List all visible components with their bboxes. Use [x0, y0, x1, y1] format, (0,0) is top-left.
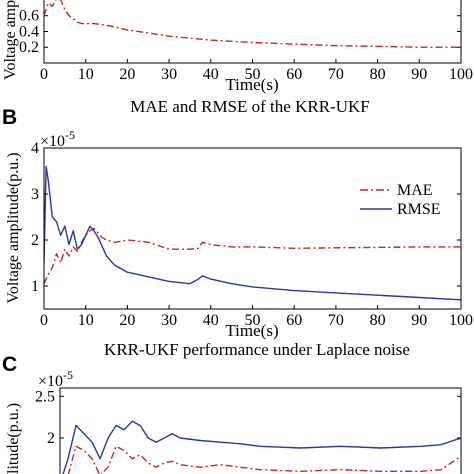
y-tick-label: 4 — [31, 140, 39, 157]
panel-c-letter: C — [2, 353, 17, 376]
panel-c-chart: KRR-UKF performance under Laplace noise … — [2, 340, 462, 474]
y-tick-label: 3 — [31, 186, 39, 203]
x-tick-label: 20 — [119, 312, 135, 329]
y-tick-label: 0.2 — [19, 39, 39, 56]
y-tick-label: 2 — [47, 430, 55, 447]
x-tick-label: 60 — [286, 66, 302, 83]
panel-b-x-tick-labels: 0 10 20 30 40 50 60 70 80 90 100 — [40, 312, 473, 329]
x-tick-label: 20 — [119, 66, 135, 83]
panel-b-letter: B — [2, 106, 17, 129]
x-tick-label: 30 — [161, 66, 177, 83]
panel-2-series-rmse-line — [62, 420, 461, 474]
panel-c-y-axis-label: litude(p.u.) — [5, 403, 22, 474]
panel-a-x-tick-labels: 0 10 20 30 40 50 60 70 80 90 100 — [40, 66, 473, 83]
x-tick-label: 0 — [40, 66, 48, 83]
y-tick-label: 0.4 — [19, 23, 39, 40]
panel-a-axes-box — [43, 0, 462, 64]
panel-b-y-exponent: ×10-5 — [40, 128, 75, 150]
x-tick-label: 80 — [370, 312, 386, 329]
x-tick-label: 90 — [411, 66, 427, 83]
panel-a-ticks — [43, 15, 462, 63]
panel-0-series-line-line — [44, 0, 461, 48]
x-tick-label: 90 — [411, 312, 427, 329]
panel-b-title: MAE and RMSE of the KRR-UKF — [130, 97, 369, 116]
panel-b-x-axis-label: Time(s) — [225, 321, 278, 340]
x-tick-label: 30 — [161, 312, 177, 329]
panel-a-x-axis-label: Time(s) — [225, 75, 278, 94]
x-tick-label: 40 — [203, 66, 219, 83]
panel-a-chart: 0.20.40.6 0 10 20 30 40 50 60 70 80 90 100 Time(s)… — [2, 0, 473, 94]
y-tick-label: 0.6 — [19, 8, 39, 25]
panel-1-series-rmse-line — [44, 165, 461, 301]
panel-b-plot-series — [44, 165, 461, 301]
x-tick-label: 40 — [203, 312, 219, 329]
panel-a-y-axis-label: Voltage amplitu — [2, 0, 19, 80]
y-tick-label: 2 — [31, 232, 39, 249]
x-tick-label: 100 — [449, 312, 473, 329]
panel-b-y-tick-labels: 1 2 3 4 — [31, 140, 39, 295]
legend-rmse-label: RMSE — [397, 201, 441, 218]
panel-b-legend: MAE RMSE — [360, 182, 441, 218]
panel-a-plot-series — [44, 0, 461, 48]
x-tick-label: 50 — [245, 312, 261, 329]
panel-2-series-mae-line — [67, 445, 461, 474]
panel-c-y-tick-labels: 1.5 2 2.5 — [35, 388, 55, 474]
x-tick-label: 70 — [328, 66, 344, 83]
x-tick-label: 100 — [449, 66, 473, 83]
panel-b-y-axis-label: Voltage amplitude(p.u.) — [5, 152, 22, 303]
panel-c-ticks — [60, 395, 461, 439]
x-tick-label: 50 — [245, 66, 261, 83]
panel-b-ticks — [43, 147, 462, 309]
y-tick-label: 1.5 — [35, 472, 55, 474]
x-tick-label: 70 — [328, 312, 344, 329]
panel-b-axes-box — [43, 147, 462, 310]
x-tick-label: 0 — [40, 312, 48, 329]
x-tick-label: 10 — [78, 66, 94, 83]
y-tick-label: 1 — [31, 278, 39, 295]
panel-c-axes-box — [59, 387, 462, 474]
x-tick-label: 80 — [370, 66, 386, 83]
panel-c-plot-series — [62, 420, 461, 474]
legend-mae-label: MAE — [397, 182, 433, 199]
panel-a-y-tick-labels: 0.20.40.6 — [19, 8, 39, 57]
panel-b-chart: B MAE and RMSE of the KRR-UKF ×10-5 1 2 3 4… — [2, 97, 473, 340]
panel-c-title: KRR-UKF performance under Laplace noise — [104, 340, 410, 359]
x-tick-label: 10 — [78, 312, 94, 329]
panel-c-y-exponent: ×10-5 — [38, 368, 73, 390]
y-tick-label: 2.5 — [35, 388, 55, 405]
x-tick-label: 60 — [286, 312, 302, 329]
